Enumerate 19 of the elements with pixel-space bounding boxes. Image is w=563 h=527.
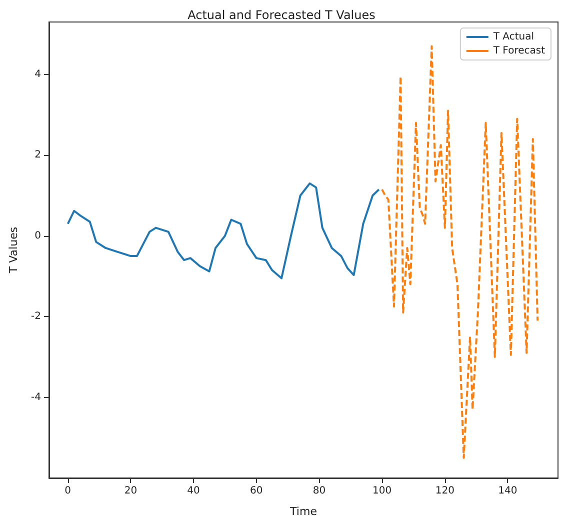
x-tick-label: 0: [64, 486, 72, 496]
y-tick-label: -2: [31, 311, 41, 322]
y-axis-title: T Values: [7, 226, 20, 274]
y-tick-label: -4: [31, 392, 41, 403]
chart-title: Actual and Forecasted T Values: [188, 8, 376, 22]
y-tick-label: 0: [34, 230, 41, 242]
x-tick-label: 80: [312, 486, 326, 496]
x-tick-label: 20: [124, 486, 138, 496]
x-tick-label: 100: [372, 486, 392, 496]
y-tick-label: 2: [34, 150, 41, 161]
legend-label: T Actual: [492, 32, 534, 42]
x-axis-title: Time: [289, 505, 318, 518]
legend-label: T Forecast: [492, 46, 546, 56]
x-tick-label: 60: [250, 486, 263, 496]
x-tick-label: 120: [435, 486, 454, 496]
x-tick-label: 140: [498, 486, 518, 496]
x-tick-label: 40: [187, 486, 200, 496]
line-series: [66, 182, 380, 280]
y-tick-label: 4: [34, 68, 41, 80]
